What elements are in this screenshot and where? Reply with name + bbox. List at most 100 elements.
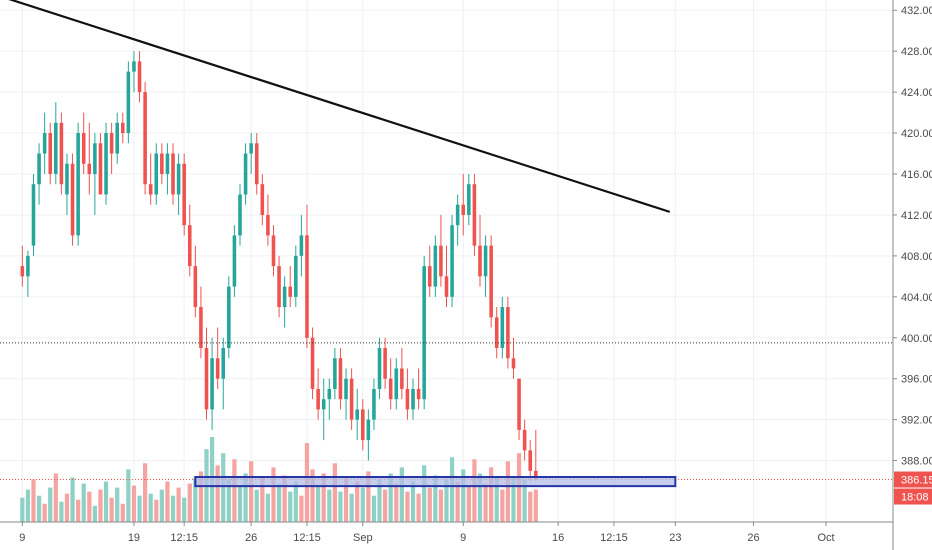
volume-bar <box>360 487 365 522</box>
y-tick-label: 400.00 <box>901 333 932 345</box>
volume-bar <box>221 453 226 522</box>
y-tick-label: 432.00 <box>901 5 932 17</box>
candle-body <box>299 235 304 256</box>
volume-bar <box>466 485 471 522</box>
volume-bar <box>20 497 25 522</box>
volume-bar <box>394 483 399 522</box>
candle-body <box>444 276 449 297</box>
candle-body <box>489 245 493 318</box>
volume-bar <box>505 461 511 522</box>
candle-body <box>70 163 75 236</box>
x-tick-label: 12:15 <box>600 532 628 544</box>
x-tick-label: Sep <box>353 532 373 544</box>
volume-bar <box>516 453 522 522</box>
candle-body <box>433 245 438 287</box>
volume-bar <box>282 475 287 522</box>
volume-bar <box>299 495 304 522</box>
y-tick-label: 412.00 <box>901 210 932 222</box>
candle-body <box>316 388 320 410</box>
bar-timer-label: 18:08 <box>901 492 929 504</box>
candle-body <box>20 266 25 277</box>
volume-bar <box>260 477 265 522</box>
volume-bar <box>489 467 494 522</box>
candle-body <box>260 184 265 215</box>
volume-bar <box>265 493 271 522</box>
candle-body <box>254 143 259 185</box>
volume-bar <box>148 493 153 522</box>
volume-bar <box>142 463 148 522</box>
price-tags: 386.15 18:08 <box>894 471 932 505</box>
price-axis[interactable]: 432.00 428.00 424.00 420.00 416.00 412.00 408.… <box>892 0 932 550</box>
candle-body <box>534 470 538 480</box>
volume-bar <box>131 485 137 522</box>
candle-body <box>42 133 47 154</box>
candle-body <box>165 153 170 174</box>
y-tick-label: 420.00 <box>901 128 932 140</box>
candle-body <box>76 133 80 236</box>
candle-body <box>522 429 527 451</box>
candle-body <box>115 122 119 154</box>
candle-body <box>411 388 415 410</box>
x-tick-label: 9 <box>460 532 466 544</box>
y-tick-label: 408.00 <box>901 251 932 263</box>
volume-bar <box>271 467 276 522</box>
candle-body <box>478 245 482 277</box>
volume-bar <box>522 479 527 522</box>
volume-bar <box>98 489 103 522</box>
volume-bar <box>416 493 421 522</box>
volume-bar <box>53 473 58 522</box>
candle-body <box>355 409 359 420</box>
volume-bar <box>349 493 354 522</box>
x-tick-label: 19 <box>128 532 140 544</box>
time-axis[interactable]: 9 19 12:15 26 12:15 Sep 9 16 12:15 23 26 Oct <box>0 521 893 544</box>
candle-body <box>227 286 231 348</box>
volume-bar <box>366 471 371 522</box>
candle-body <box>204 348 209 410</box>
candle-body <box>199 307 203 348</box>
current-price-tag <box>894 471 932 488</box>
candle-body <box>400 368 404 389</box>
candle-body <box>494 317 499 348</box>
candle-body <box>383 348 387 379</box>
volume-bar <box>198 471 204 522</box>
candle-body <box>160 153 164 174</box>
candle-body <box>182 163 186 226</box>
candle-body <box>461 204 466 215</box>
candle-body <box>98 143 103 195</box>
support-zone <box>194 476 677 488</box>
volume-bar <box>87 491 92 522</box>
volume-bar <box>36 495 42 522</box>
volume-bar <box>338 491 343 522</box>
volume-bar <box>332 463 337 522</box>
candle-body <box>377 348 382 389</box>
volume-bar <box>472 459 477 522</box>
candle-body <box>59 122 64 185</box>
volume-bar <box>427 487 432 522</box>
candle-body <box>467 184 471 215</box>
y-tick-label: 392.00 <box>901 415 932 427</box>
candle-body <box>511 358 516 369</box>
candle-body <box>176 163 181 195</box>
volume-bar <box>528 491 533 522</box>
y-tick-label: 396.00 <box>901 374 932 386</box>
volume-bar <box>92 505 98 522</box>
candle-body <box>232 235 237 287</box>
volume-bar <box>170 495 176 522</box>
candle-body <box>427 266 432 287</box>
candle-body <box>288 286 293 297</box>
candle-body <box>193 266 198 308</box>
x-tick-label: 9 <box>19 532 25 544</box>
volume-bar <box>182 497 187 522</box>
volume-bar <box>120 503 125 522</box>
volume-bar <box>343 477 349 522</box>
volume-bar <box>81 483 86 522</box>
volume-bar <box>42 503 47 522</box>
y-tick-label: 388.00 <box>901 456 932 468</box>
candle-body <box>416 388 421 400</box>
volume-bar <box>126 469 131 522</box>
candle-body <box>187 225 192 267</box>
volume-bar <box>422 465 427 522</box>
volume-bar <box>154 499 159 522</box>
volume-bar <box>382 489 388 522</box>
